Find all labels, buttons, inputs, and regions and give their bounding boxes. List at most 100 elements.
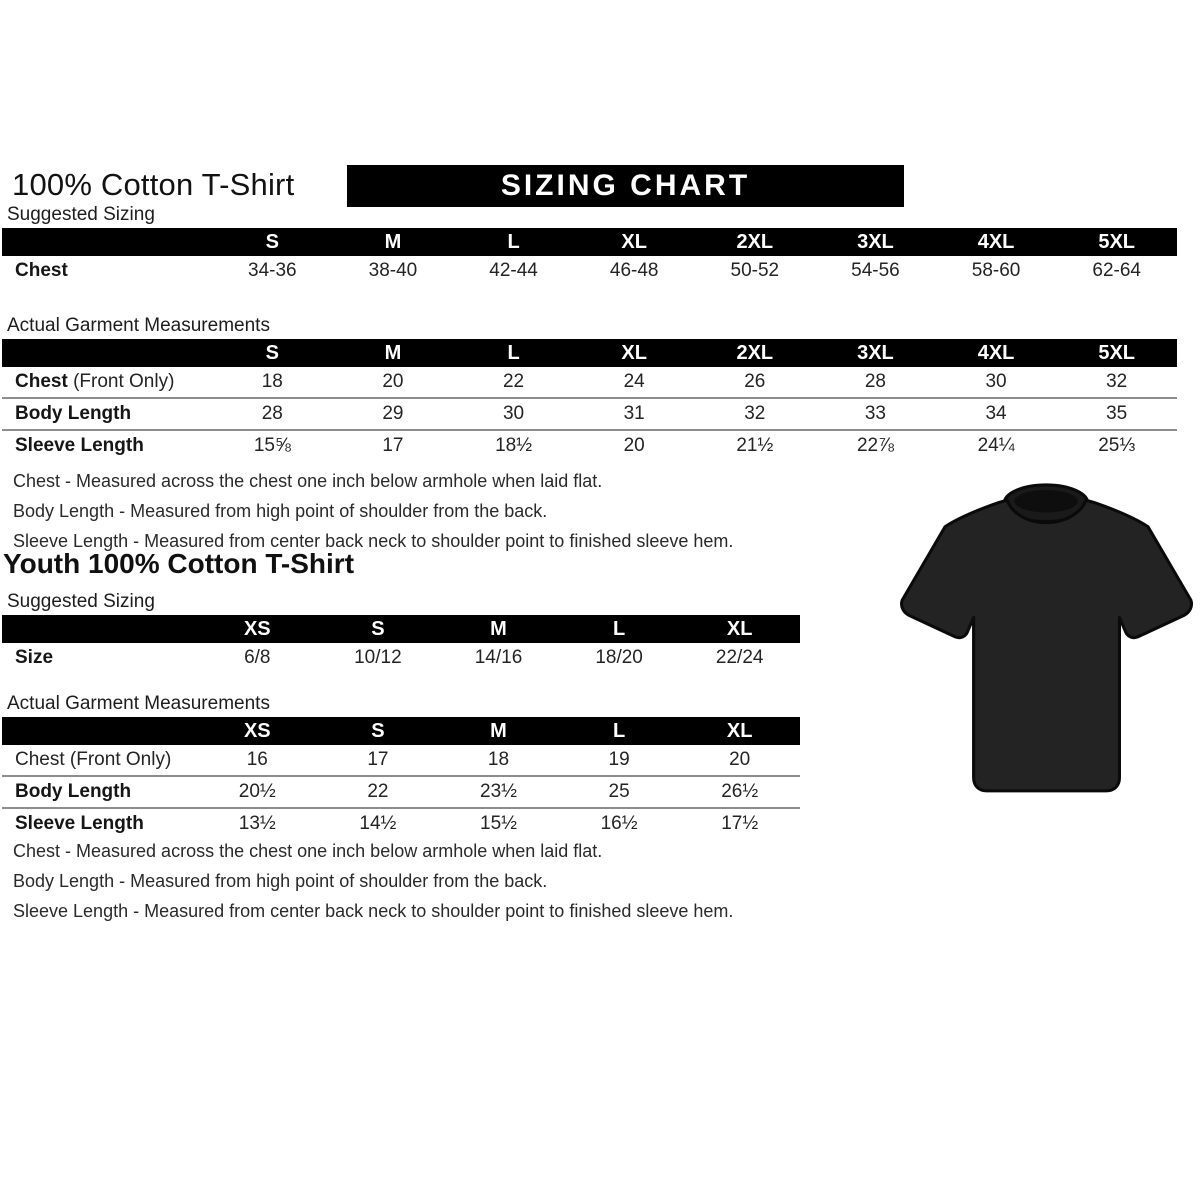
measurement-value: 33: [864, 403, 886, 424]
measurement-note: Sleeve Length - Measured from center bac…: [13, 901, 734, 921]
measurement-value: 29: [382, 403, 404, 424]
size-column-header: M: [384, 231, 402, 253]
youth-suggested-sizing-label: Suggested Sizing: [7, 591, 155, 612]
youth-suggested-sizing-table: XS S M L XL Size 6/8 10/12 14/16 18/20 22/24: [2, 615, 800, 673]
measurement-value: 54-56: [851, 260, 900, 281]
measurement-value: 28: [261, 403, 283, 424]
row-label: Chest (Front Only): [2, 371, 212, 393]
size-column-header: XL: [621, 342, 647, 364]
measurement-value: 18/20: [595, 647, 643, 668]
measurement-value: 35: [1106, 403, 1128, 424]
measurement-value: 34-36: [248, 260, 297, 281]
measurement-value: 46-48: [609, 260, 659, 281]
tshirt-body: [900, 498, 1193, 793]
adult-suggested-sizing-table: S M L XL 2XL 3XL 4XL 5XL Chest 34-36 38-40 42-44 46-…: [2, 228, 1177, 286]
size-column-header: S: [265, 231, 279, 253]
table-row: Chest 34-36 38-40 42-44 46-48 50-52 54-56 58-60…: [2, 256, 1177, 286]
row-label-text: Chest: [15, 749, 65, 770]
size-column-header: L: [507, 231, 520, 253]
table-row: Body Length 28 29 30 31 32 33 34 35: [2, 397, 1177, 429]
row-label-text: Size: [15, 647, 54, 668]
measurement-value: 38-40: [368, 260, 418, 281]
measurement-value: 34: [985, 403, 1007, 424]
youth-measurement-notes: Chest - Measured across the chest one in…: [13, 836, 733, 926]
measurement-value: 20: [382, 371, 404, 392]
tshirt-right-sleeve-crease: [1118, 617, 1127, 633]
measurement-value: 15⅝: [253, 435, 291, 456]
row-label: Chest (Front Only): [2, 749, 197, 771]
size-column-header: S: [371, 720, 385, 742]
youth-actual-measurements-label: Actual Garment Measurements: [7, 693, 270, 714]
measurement-value: 22: [367, 781, 389, 802]
measurement-note: Body Length - Measured from high point o…: [13, 501, 548, 521]
table-row: Sleeve Length 13½ 14½ 15½ 16½ 17½: [2, 807, 800, 839]
measurement-value: 18: [487, 749, 510, 770]
measurement-value: 26½: [721, 781, 759, 802]
measurement-value: 22/24: [715, 647, 764, 668]
tshirt-photo: [892, 476, 1198, 810]
size-column-header: 5XL: [1098, 342, 1136, 364]
measurement-value: 17½: [721, 813, 759, 834]
youth-section-title: Youth 100% Cotton T-Shirt: [3, 548, 355, 579]
measurement-value: 23½: [480, 781, 517, 802]
measurement-value: 30: [502, 403, 525, 424]
row-label-suffix: (Front Only): [67, 371, 175, 392]
tshirt-left-sleeve-crease: [966, 617, 975, 633]
measurement-value: 42-44: [489, 260, 538, 281]
adult-actual-measurements-label: Actual Garment Measurements: [7, 315, 270, 336]
measurement-value: 18: [261, 371, 283, 392]
size-column-header: L: [507, 342, 520, 364]
measurement-value: 10/12: [354, 647, 402, 668]
size-column-header: 2XL: [736, 231, 774, 253]
tshirt-graphic: [900, 483, 1193, 793]
page-title: 100% Cotton T-Shirt: [12, 167, 295, 202]
measurement-value: 6/8: [244, 647, 271, 668]
row-label: Chest: [2, 260, 212, 282]
size-column-header: 4XL: [977, 342, 1015, 364]
row-label-text: Chest: [15, 260, 68, 281]
measurement-value: 28: [864, 371, 886, 392]
row-label: Sleeve Length: [2, 435, 212, 457]
table-header-row: S M L XL 2XL 3XL 4XL 5XL: [2, 339, 1177, 367]
adult-actual-measurements-table: S M L XL 2XL 3XL 4XL 5XL Chest (Front Only) 18 20 2…: [2, 339, 1177, 461]
measurement-value: 16: [246, 749, 268, 770]
measurement-value: 20½: [238, 781, 276, 802]
table-row: Size 6/8 10/12 14/16 18/20 22/24: [2, 643, 800, 673]
row-label: Size: [2, 647, 197, 669]
measurement-value: 32: [744, 403, 766, 424]
row-label-suffix: (Front Only): [64, 749, 172, 770]
measurement-value: 15½: [480, 813, 517, 834]
measurement-value: 58-60: [971, 260, 1021, 281]
measurement-value: 14½: [359, 813, 397, 834]
size-column-header: M: [490, 720, 507, 742]
size-column-header: M: [384, 342, 402, 364]
size-column-header: L: [612, 720, 626, 742]
table-row: Chest (Front Only) 16 17 18 19 20: [2, 745, 800, 775]
measurement-value: 13½: [238, 813, 276, 834]
measurement-value: 62-64: [1092, 260, 1141, 281]
size-column-header: XL: [726, 618, 753, 640]
row-label-text: Body Length: [15, 403, 132, 424]
measurement-value: 25⅓: [1098, 435, 1136, 456]
table-row: Body Length 20½ 22 23½ 25 26½: [2, 775, 800, 807]
table-header-row: XS S M L XL: [2, 717, 800, 745]
table-row: Chest (Front Only) 18 20 22 24 26 28 30 32: [2, 367, 1177, 397]
size-column-header: M: [490, 618, 507, 640]
size-column-header: 2XL: [736, 342, 774, 364]
adult-measurement-notes: Chest - Measured across the chest one in…: [13, 466, 733, 556]
measurement-note: Body Length - Measured from high point o…: [13, 871, 548, 891]
measurement-note: Chest - Measured across the chest one in…: [13, 841, 603, 861]
measurement-value: 20: [623, 435, 645, 456]
row-label-text: Chest: [15, 371, 68, 392]
size-column-header: XS: [243, 720, 271, 742]
table-header-row: S M L XL 2XL 3XL 4XL 5XL: [2, 228, 1177, 256]
size-column-header: S: [265, 342, 279, 364]
table-header-row: XS S M L XL: [2, 615, 800, 643]
measurement-value: 16½: [600, 813, 638, 834]
row-label: Sleeve Length: [2, 813, 197, 835]
measurement-value: 24¼: [977, 435, 1015, 456]
measurement-value: 22: [502, 371, 525, 392]
size-column-header: 3XL: [857, 342, 894, 364]
row-label-text: Body Length: [15, 781, 132, 802]
size-column-header: 5XL: [1098, 231, 1136, 253]
